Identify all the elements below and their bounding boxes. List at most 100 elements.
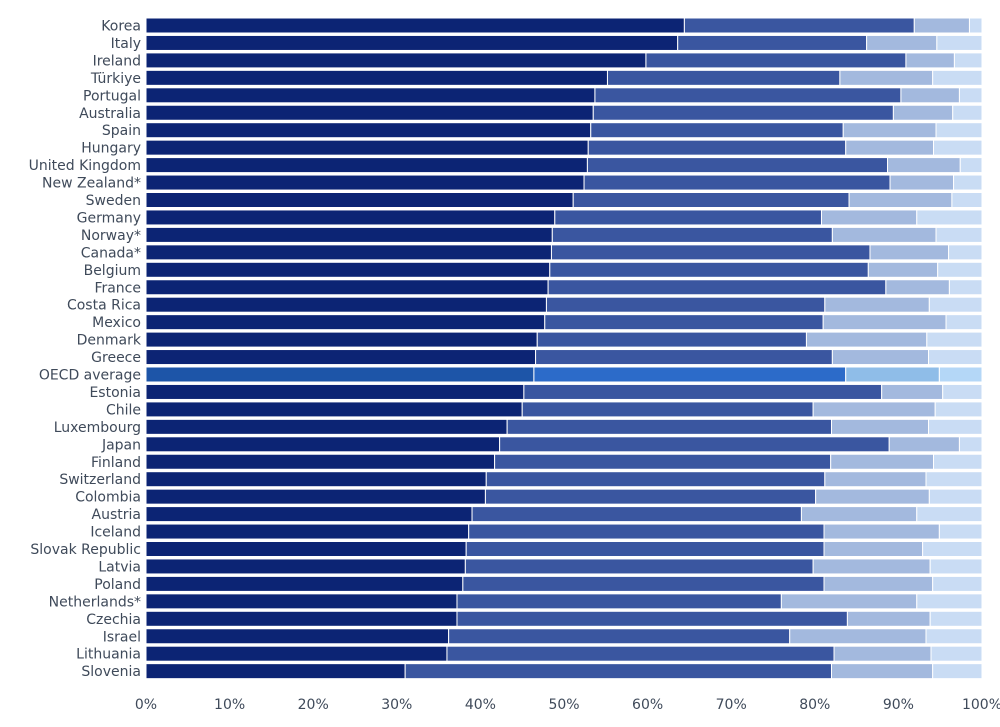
bar-segment-3 xyxy=(823,575,934,592)
bar-row: Slovak Republic xyxy=(30,541,983,558)
bar-segment-2 xyxy=(471,506,802,523)
bar-segment-3 xyxy=(885,279,950,296)
bar-segment-4 xyxy=(942,383,983,400)
bar-segment-3 xyxy=(867,261,939,278)
bar-segment-4 xyxy=(925,628,983,645)
category-label: Poland xyxy=(94,577,141,593)
bar-row: New Zealand* xyxy=(42,174,983,192)
bar-segment-1 xyxy=(145,139,589,156)
bar-segment-4 xyxy=(953,52,983,69)
bar-segment-2 xyxy=(587,139,847,156)
bar-segment-1 xyxy=(145,157,588,174)
bar-segment-1 xyxy=(145,645,448,662)
bar-segment-1 xyxy=(145,558,466,575)
bar-row: Germany xyxy=(77,209,983,226)
bar-segment-1 xyxy=(145,663,406,680)
bar-row: Colombia xyxy=(75,488,983,506)
category-label: Spain xyxy=(102,123,141,139)
bar-row: Denmark xyxy=(77,331,983,349)
bar-row: Hungary xyxy=(81,139,983,157)
bar-segment-2 xyxy=(533,366,847,383)
bar-segment-4 xyxy=(935,226,983,243)
bar-segment-3 xyxy=(822,314,947,331)
bar-segment-4 xyxy=(952,104,983,121)
bar-row: Netherlands* xyxy=(49,593,983,610)
bar-segment-3 xyxy=(839,69,934,86)
bar-segment-2 xyxy=(464,558,814,575)
bar-segment-4 xyxy=(933,453,983,470)
bar-row: United Kingdom xyxy=(29,157,983,174)
bar-row: Israel xyxy=(103,628,983,645)
bar-row: Chile xyxy=(106,401,983,418)
bar-segment-2 xyxy=(465,541,825,557)
bar-segment-1 xyxy=(145,209,556,226)
category-label: Sweden xyxy=(86,193,141,209)
category-label: Australia xyxy=(79,106,141,122)
bar-segment-1 xyxy=(145,296,547,313)
bar-row: Iceland xyxy=(90,523,983,541)
bar-segment-4 xyxy=(928,349,983,366)
bar-segment-4 xyxy=(938,366,983,383)
bar-segment-3 xyxy=(913,17,970,34)
bar-segment-2 xyxy=(551,226,833,243)
bar-row: Slovenia xyxy=(81,663,983,680)
bar-segment-4 xyxy=(928,488,983,505)
bar-segment-2 xyxy=(456,593,782,610)
bar-segment-4 xyxy=(932,575,983,592)
bar-segment-2 xyxy=(544,314,824,331)
bar-row: OECD average xyxy=(39,366,983,384)
bar-segment-4 xyxy=(935,122,983,139)
bar-row: Canada* xyxy=(81,244,983,261)
bar-segment-3 xyxy=(789,628,927,645)
category-label: Israel xyxy=(103,629,141,645)
bar-segment-3 xyxy=(824,471,927,488)
category-label: Luxembourg xyxy=(54,420,141,436)
x-tick-label: 60% xyxy=(632,697,663,713)
bar-segment-3 xyxy=(830,453,935,470)
bar-segment-1 xyxy=(145,226,553,243)
category-label: Estonia xyxy=(89,385,141,401)
bar-row: Estonia xyxy=(89,383,983,401)
bar-segment-3 xyxy=(888,436,960,453)
bar-segment-1 xyxy=(145,541,467,557)
bar-segment-3 xyxy=(823,523,940,540)
bar-segment-2 xyxy=(468,523,825,540)
bar-segment-1 xyxy=(145,69,608,86)
bar-row: Austria xyxy=(92,506,983,523)
bar-segment-2 xyxy=(545,296,826,313)
bar-row: Lithuania xyxy=(76,645,983,663)
bar-row: Latvia xyxy=(98,558,983,575)
bar-row: Belgium xyxy=(84,261,983,279)
bar-segment-4 xyxy=(926,331,983,348)
bar-segment-3 xyxy=(831,226,937,243)
x-tick-label: 10% xyxy=(214,697,245,713)
bar-segment-2 xyxy=(590,122,844,139)
bar-segment-4 xyxy=(959,157,983,174)
bar-segment-2 xyxy=(677,34,868,51)
bar-segment-3 xyxy=(887,157,961,174)
bar-segment-2 xyxy=(462,575,825,592)
bar-segment-1 xyxy=(145,401,523,418)
bar-row: Italy xyxy=(111,34,983,52)
bar-segment-4 xyxy=(953,174,983,191)
bar-segment-2 xyxy=(484,488,817,505)
bar-segment-1 xyxy=(145,436,501,453)
bar-segment-2 xyxy=(594,87,902,104)
bar-segment-4 xyxy=(958,87,983,104)
bar-segment-3 xyxy=(831,663,934,680)
bar-segment-1 xyxy=(145,506,473,523)
bar-segment-3 xyxy=(842,122,937,139)
bar-segment-4 xyxy=(948,244,983,261)
bar-segment-2 xyxy=(645,52,907,69)
bar-segment-1 xyxy=(145,523,470,540)
bar-segment-4 xyxy=(933,139,983,156)
bar-segment-4 xyxy=(936,34,983,51)
bar-segment-2 xyxy=(606,69,841,86)
category-label: OECD average xyxy=(39,368,141,384)
x-tick-label: 30% xyxy=(381,697,412,713)
bar-segment-2 xyxy=(592,104,894,121)
bar-segment-1 xyxy=(145,174,585,191)
category-label: Czechia xyxy=(86,612,141,628)
category-label: Lithuania xyxy=(76,647,141,663)
